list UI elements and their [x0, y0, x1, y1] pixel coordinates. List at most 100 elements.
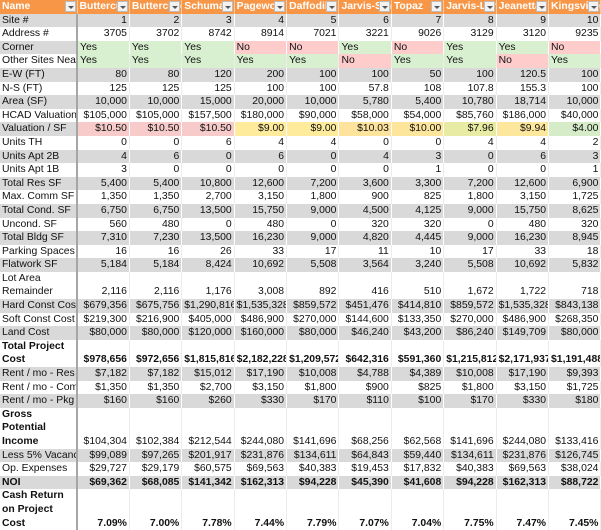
- cell[interactable]: $2,700: [181, 380, 235, 395]
- cell[interactable]: 5,400: [391, 95, 445, 109]
- cell[interactable]: $1,535,328: [496, 299, 550, 313]
- cell[interactable]: 4: [496, 135, 550, 150]
- cell[interactable]: 100: [286, 67, 340, 82]
- cell[interactable]: 480: [496, 217, 550, 232]
- cell[interactable]: $157,500: [181, 108, 235, 123]
- cell[interactable]: $85,760: [443, 108, 497, 123]
- cell[interactable]: 2,116: [129, 271, 183, 300]
- cell[interactable]: $7,182: [77, 367, 130, 381]
- cell[interactable]: 10,780: [443, 95, 497, 109]
- row-label[interactable]: Rent / mo - Com: [0, 380, 78, 395]
- cell[interactable]: Yes: [286, 54, 340, 68]
- row-label[interactable]: Valuation / SF: [0, 122, 78, 136]
- cell[interactable]: $40,383: [286, 462, 340, 476]
- row-label[interactable]: Total Project Cost: [0, 339, 78, 368]
- cell[interactable]: $17,190: [234, 367, 288, 381]
- cell[interactable]: $825: [391, 380, 445, 395]
- cell[interactable]: 0: [286, 163, 340, 177]
- cell[interactable]: 0: [181, 163, 235, 177]
- cell[interactable]: $591,360: [391, 339, 445, 368]
- cell[interactable]: 5,508: [286, 258, 340, 272]
- cell[interactable]: 6: [338, 13, 392, 28]
- cell[interactable]: 0: [338, 163, 392, 177]
- cell[interactable]: 2,116: [77, 271, 130, 300]
- cell[interactable]: 9,000: [443, 231, 497, 245]
- cell[interactable]: $141,696: [286, 407, 340, 449]
- row-label[interactable]: Other Sites Near: [0, 54, 78, 68]
- cell[interactable]: 1,176: [181, 271, 235, 300]
- cell[interactable]: 17: [443, 244, 497, 259]
- cell[interactable]: No: [286, 40, 340, 55]
- column-header[interactable]: Pagewoo: [234, 0, 288, 14]
- cell[interactable]: $9.94: [496, 122, 550, 136]
- cell[interactable]: Yes: [129, 40, 183, 55]
- cell[interactable]: $15,012: [181, 367, 235, 381]
- cell[interactable]: $54,000: [391, 108, 445, 123]
- cell[interactable]: Yes: [77, 40, 130, 55]
- cell[interactable]: 480: [129, 217, 183, 232]
- cell[interactable]: 3221: [338, 27, 392, 41]
- cell[interactable]: 200: [234, 67, 288, 82]
- column-header[interactable]: Buttercup: [77, 0, 130, 14]
- cell[interactable]: 10,000: [129, 95, 183, 109]
- cell[interactable]: Yes: [443, 40, 497, 55]
- cell[interactable]: 7: [391, 13, 445, 28]
- cell[interactable]: $1,350: [129, 380, 183, 395]
- cell[interactable]: 4,820: [338, 231, 392, 245]
- cell[interactable]: 7021: [286, 27, 340, 41]
- cell[interactable]: Yes: [496, 40, 550, 55]
- cell[interactable]: 26: [181, 244, 235, 259]
- row-label[interactable]: Total Cond. SF: [0, 203, 78, 218]
- filter-dropdown-icon[interactable]: [536, 1, 548, 12]
- cell[interactable]: $19,453: [338, 462, 392, 476]
- cell[interactable]: 8742: [181, 27, 235, 41]
- cell[interactable]: $1,725: [548, 380, 601, 395]
- cell[interactable]: 7.79%: [286, 489, 340, 530]
- cell[interactable]: 416: [338, 271, 392, 300]
- cell[interactable]: 7,200: [443, 176, 497, 191]
- cell[interactable]: 12,600: [234, 176, 288, 191]
- filter-dropdown-icon[interactable]: [274, 1, 286, 12]
- cell[interactable]: $80,000: [129, 326, 183, 340]
- cell[interactable]: $451,476: [338, 299, 392, 313]
- row-label[interactable]: Total Bldg SF: [0, 231, 78, 245]
- cell[interactable]: 0: [338, 135, 392, 150]
- cell[interactable]: 5,400: [77, 176, 130, 191]
- cell[interactable]: 892: [286, 271, 340, 300]
- cell[interactable]: $675,756: [129, 299, 183, 313]
- cell[interactable]: $94,228: [443, 475, 497, 490]
- row-label[interactable]: Cash Return on Project Cost: [0, 489, 78, 530]
- cell[interactable]: 0: [234, 163, 288, 177]
- cell[interactable]: $45,390: [338, 475, 392, 490]
- cell[interactable]: 7,230: [129, 231, 183, 245]
- cell[interactable]: $69,563: [496, 462, 550, 476]
- column-header[interactable]: Kingsville: [548, 0, 601, 14]
- row-label[interactable]: N-S (FT): [0, 81, 78, 96]
- cell[interactable]: 8,625: [548, 203, 601, 218]
- cell[interactable]: 107.8: [443, 81, 497, 96]
- cell[interactable]: 100: [338, 67, 392, 82]
- cell[interactable]: $7,182: [129, 367, 183, 381]
- cell[interactable]: $10.00: [391, 122, 445, 136]
- cell[interactable]: 33: [234, 244, 288, 259]
- cell[interactable]: 9,000: [286, 203, 340, 218]
- column-header[interactable]: Jarvis-Sm: [338, 0, 392, 14]
- cell[interactable]: 0: [129, 135, 183, 150]
- cell[interactable]: $1,191,488: [548, 339, 601, 368]
- cell[interactable]: $4.00: [548, 122, 601, 136]
- cell[interactable]: 15,750: [234, 203, 288, 218]
- cell[interactable]: 4: [338, 149, 392, 164]
- cell[interactable]: $60,575: [181, 462, 235, 476]
- cell[interactable]: 9,000: [286, 231, 340, 245]
- cell[interactable]: $120,000: [181, 326, 235, 340]
- cell[interactable]: $270,000: [286, 312, 340, 327]
- cell[interactable]: $80,000: [286, 326, 340, 340]
- cell[interactable]: $486,900: [496, 312, 550, 327]
- cell[interactable]: $100: [391, 394, 445, 408]
- cell[interactable]: 8914: [234, 27, 288, 41]
- row-label[interactable]: Site #: [0, 13, 78, 28]
- cell[interactable]: 20,000: [234, 95, 288, 109]
- cell[interactable]: $134,611: [443, 448, 497, 463]
- cell[interactable]: 1: [391, 163, 445, 177]
- cell[interactable]: $843,138: [548, 299, 601, 313]
